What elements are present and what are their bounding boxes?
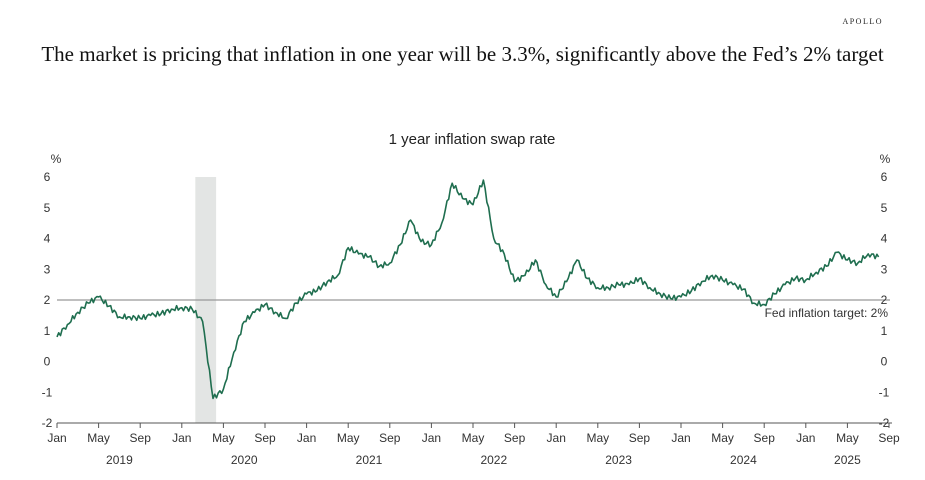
x-tick-label: Jan — [671, 431, 690, 445]
y-tick-label-right: 4 — [881, 232, 888, 246]
x-tick-label: May — [462, 431, 485, 445]
year-label: 2019 — [106, 453, 133, 467]
year-label: 2024 — [730, 453, 757, 467]
x-tick-label: May — [836, 431, 859, 445]
apollo-logo: APOLLO — [842, 17, 883, 26]
x-tick-label: May — [711, 431, 734, 445]
y-tick-label-left: 0 — [44, 355, 51, 369]
x-tick-label: Sep — [379, 431, 401, 445]
inflation-swap-line — [56, 179, 880, 400]
y-tick-label-left: -1 — [42, 385, 53, 399]
y-tick-label-left: 2 — [44, 293, 51, 307]
year-label: 2022 — [480, 453, 507, 467]
headline: The market is pricing that inflation in … — [41, 42, 884, 66]
y-tick-label-left: 4 — [44, 232, 51, 246]
y-tick-label-right: 3 — [881, 262, 888, 276]
y-tick-label-left: 1 — [44, 324, 51, 338]
y-axis-unit-right: % — [880, 152, 891, 166]
year-label: 2020 — [231, 453, 258, 467]
chart-title: 1 year inflation swap rate — [389, 131, 556, 148]
x-tick-label: Jan — [422, 431, 441, 445]
x-tick-label: Sep — [629, 431, 651, 445]
x-tick-label: Sep — [504, 431, 526, 445]
x-tick-label: Jan — [297, 431, 316, 445]
x-tick-label: May — [586, 431, 609, 445]
y-tick-label-right: 2 — [881, 293, 888, 307]
fed-target-label: Fed inflation target: 2% — [765, 306, 889, 320]
y-tick-label-right: 6 — [881, 170, 888, 184]
x-tick-label: Sep — [130, 431, 152, 445]
x-tick-label: May — [87, 431, 110, 445]
x-tick-label: Jan — [172, 431, 191, 445]
year-label: 2025 — [834, 453, 861, 467]
year-label: 2021 — [356, 453, 383, 467]
y-tick-label-right: 0 — [881, 355, 888, 369]
y-tick-label-left: 6 — [44, 170, 51, 184]
x-tick-label: May — [212, 431, 235, 445]
x-tick-label: May — [337, 431, 360, 445]
y-tick-label-right: 5 — [881, 201, 888, 215]
y-tick-label-left: -2 — [42, 416, 53, 430]
x-tick-label: Sep — [878, 431, 900, 445]
y-tick-label-right: 1 — [881, 324, 888, 338]
x-tick-label: Sep — [754, 431, 776, 445]
y-tick-label-left: 3 — [44, 262, 51, 276]
y-tick-label-left: 5 — [44, 201, 51, 215]
year-label: 2023 — [605, 453, 632, 467]
x-tick-label: Jan — [796, 431, 815, 445]
x-tick-label: Jan — [547, 431, 566, 445]
x-tick-label: Jan — [47, 431, 66, 445]
y-tick-label-right: -1 — [879, 385, 890, 399]
x-tick-label: Sep — [254, 431, 276, 445]
y-tick-label-right: -2 — [879, 416, 890, 430]
y-axis-unit-left: % — [51, 152, 62, 166]
